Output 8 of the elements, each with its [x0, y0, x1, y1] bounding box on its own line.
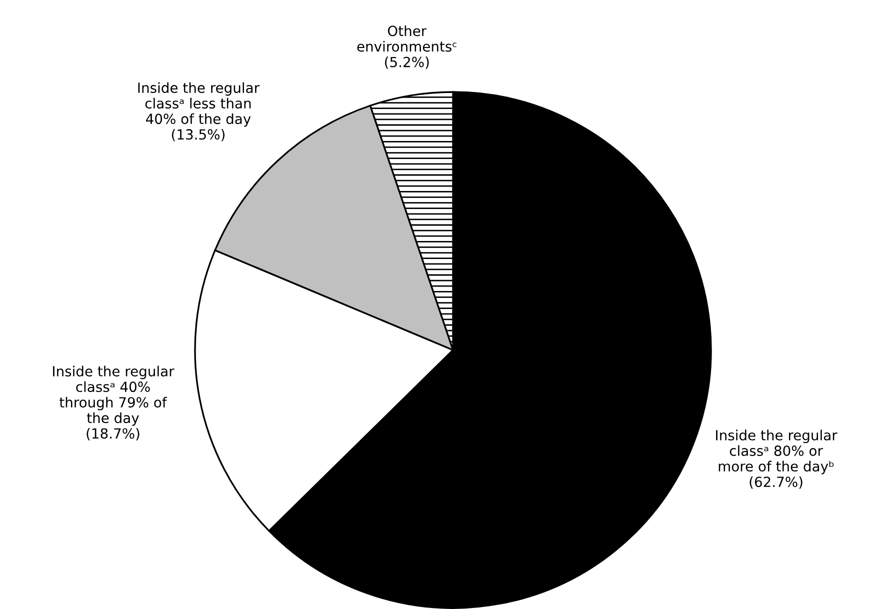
slice-label: Inside the regular classᵃ 40% through 79% of the day: [53, 366, 174, 426]
data-label: (5.2%): [385, 56, 429, 69]
slice-label: Inside the regular classᵃ 80% or more of the dayᵇ: [716, 430, 838, 474]
data-label: (13.5%): [172, 128, 225, 142]
slice-label: Other environmentsᶜ: [357, 25, 456, 52]
slice-label: Inside the regular classᵃ less than 40% of the day: [138, 82, 260, 127]
data-label: (62.7%): [750, 476, 802, 489]
data-label: (18.7%): [86, 428, 140, 440]
